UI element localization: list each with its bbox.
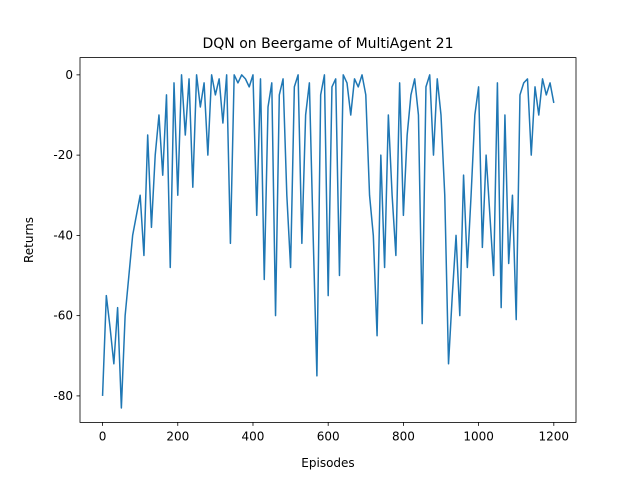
line-series [101, 74, 555, 409]
x-tick-label: 1000 [463, 429, 494, 443]
plot-frame [79, 57, 577, 423]
chart-title: DQN on Beergame of MultiAgent 21 [203, 36, 454, 52]
y-tick-label: -80 [53, 389, 73, 403]
y-tick-label: -20 [53, 148, 73, 162]
y-axis-label: Returns [22, 217, 36, 263]
y-tick-label: -40 [53, 228, 73, 242]
x-axis-label: Episodes [301, 456, 354, 470]
x-tick-label: 800 [392, 429, 415, 443]
x-tick-label: 600 [317, 429, 340, 443]
x-tick-label: 400 [242, 429, 265, 443]
x-tick-label: 200 [166, 429, 189, 443]
x-tick-label: 1200 [539, 429, 570, 443]
y-tick-label: 0 [65, 68, 73, 82]
x-tick-label: 0 [99, 429, 107, 443]
y-tick-label: -60 [53, 309, 73, 323]
